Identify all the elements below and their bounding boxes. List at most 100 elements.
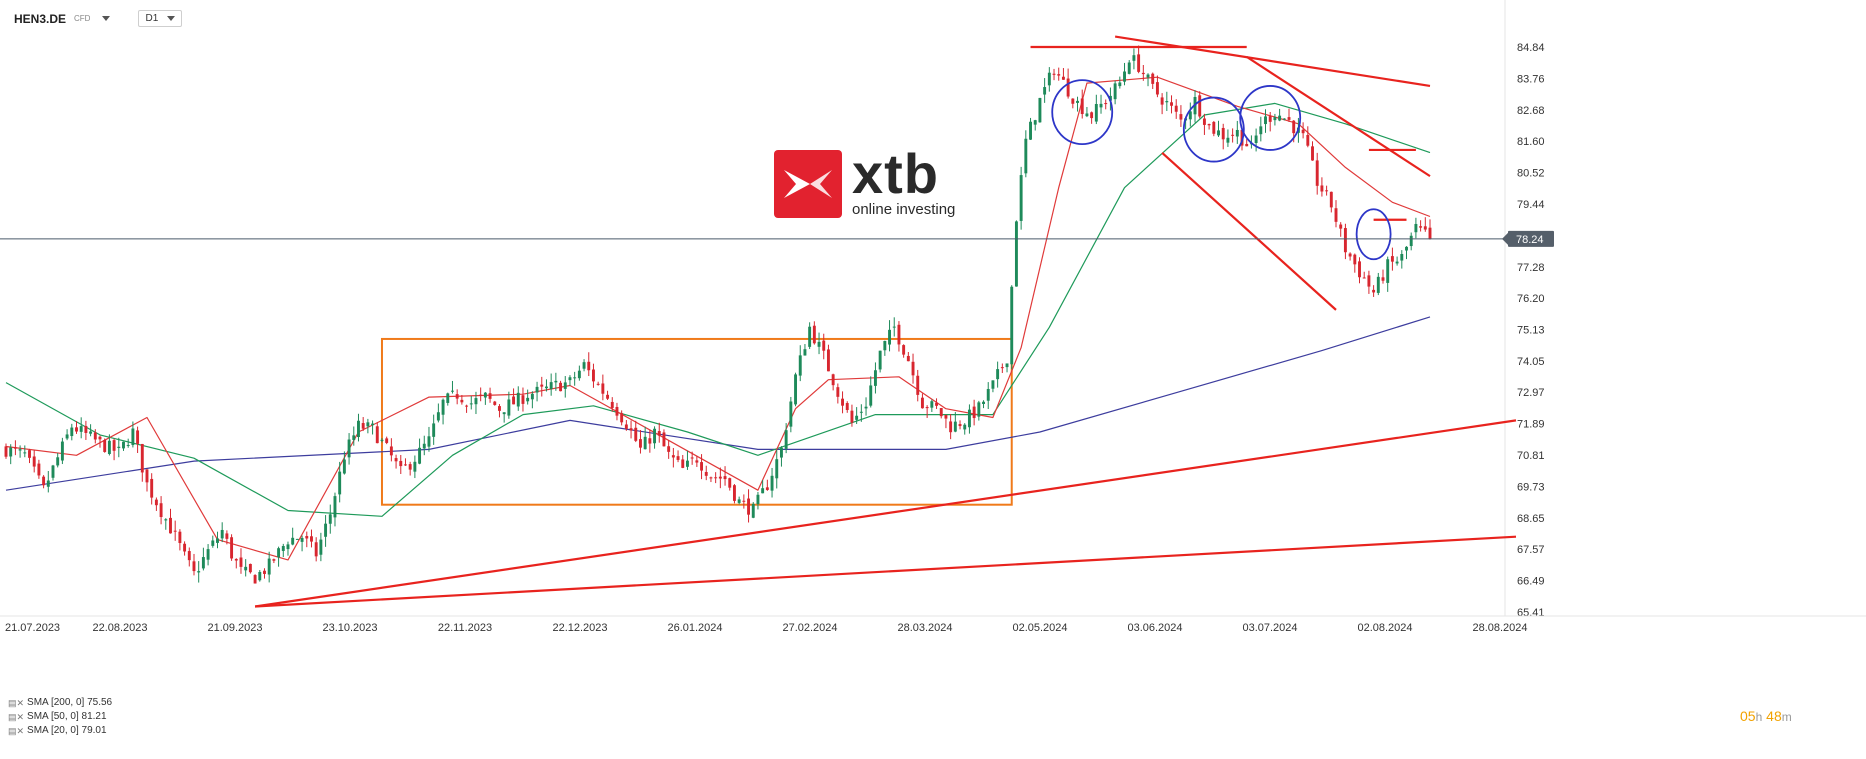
candle-body [512, 396, 516, 405]
candle-body [1118, 82, 1122, 87]
candle-body [117, 446, 121, 448]
candle-body [1217, 130, 1220, 136]
candle-body [159, 503, 163, 518]
candle-body [1409, 235, 1413, 247]
candle-body [559, 382, 563, 392]
candle-body [507, 399, 511, 416]
legend-item-sma20[interactable]: ▤✕ SMA [20, 0] 79.01 [8, 724, 112, 738]
candle-body [953, 421, 957, 432]
y-tick-label: 84.84 [1517, 42, 1545, 54]
candle-body [1405, 246, 1408, 251]
candle-body [897, 324, 901, 345]
candle-body [422, 443, 426, 449]
candle-body [902, 345, 906, 355]
candle-body [23, 452, 27, 454]
candle-body [267, 558, 271, 575]
candle-body [342, 459, 346, 474]
indicator-settings-icon[interactable]: ▤✕ [8, 712, 25, 722]
candle-body [601, 383, 605, 394]
candle-body [281, 546, 285, 551]
candle-body [93, 432, 97, 440]
candle-body [798, 355, 802, 376]
legend-item-sma200[interactable]: ▤✕ SMA [200, 0] 75.56 [8, 696, 112, 710]
candle-body [1090, 112, 1094, 119]
candle-body [1395, 261, 1399, 264]
x-tick-label: 21.07.2023 [5, 622, 60, 634]
candle-body [1029, 121, 1032, 140]
candle-body [883, 340, 887, 351]
candle-body [535, 386, 539, 393]
candle-body [469, 403, 473, 405]
support-trendline [255, 535, 1517, 608]
candle-body [850, 410, 854, 423]
candle-body [479, 394, 483, 396]
candle-body [112, 440, 116, 451]
candle-body [822, 340, 826, 351]
candle-body [1000, 367, 1004, 369]
candle-body [1179, 114, 1183, 120]
candle-body [37, 463, 41, 476]
candle-body [690, 457, 694, 459]
candle-body [1292, 120, 1296, 134]
indicator-settings-icon[interactable]: ▤✕ [8, 726, 25, 736]
candle-body [9, 447, 13, 457]
candle-body [230, 537, 234, 559]
candle-body [845, 403, 849, 410]
x-tick-label: 22.08.2023 [92, 622, 147, 634]
legend-item-sma50[interactable]: ▤✕ SMA [50, 0] 81.21 [8, 710, 112, 724]
current-price-label: 78.24 [1516, 234, 1544, 246]
candle-body [436, 412, 440, 421]
candle-body [577, 370, 581, 379]
y-tick-label: 76.20 [1517, 293, 1545, 305]
candle-body [1094, 103, 1098, 122]
candle-body [676, 456, 680, 460]
candle-body [629, 428, 633, 431]
candle-body [187, 551, 191, 561]
candle-body [4, 446, 8, 457]
candle-body [178, 531, 182, 544]
candle-body [939, 408, 943, 417]
candle-body [653, 428, 657, 444]
candle-body [920, 397, 924, 409]
candle-body [869, 385, 873, 406]
timeframe-select[interactable]: D1 [138, 10, 183, 27]
candle-body [1381, 277, 1385, 281]
candle-body [1226, 137, 1230, 143]
legend-label: SMA [50, 0] 81.21 [27, 711, 107, 722]
candle-body [295, 538, 299, 540]
candle-body [455, 394, 459, 399]
candle-body [1141, 72, 1145, 75]
candle-body [1099, 103, 1103, 108]
candle-body [502, 412, 506, 415]
candle-body [540, 384, 544, 387]
y-tick-label: 72.97 [1517, 387, 1545, 399]
x-tick-label: 28.03.2024 [897, 622, 952, 634]
circle-annotation [1051, 79, 1114, 146]
candle-body [873, 370, 877, 386]
candle-body [1259, 126, 1263, 135]
candle-body [1278, 115, 1282, 121]
candle-body [1155, 82, 1159, 95]
candle-body [18, 449, 22, 451]
candle-body [173, 530, 177, 532]
candle-body [1264, 116, 1267, 125]
candle-body [103, 440, 107, 452]
indicator-settings-icon[interactable]: ▤✕ [8, 698, 25, 708]
candle-body [169, 517, 172, 534]
circle-annotation [1182, 96, 1245, 163]
x-tick-label: 03.06.2024 [1127, 622, 1182, 634]
timer-minutes-unit: m [1781, 710, 1792, 724]
candle-body [357, 420, 360, 438]
candle-body [404, 464, 407, 466]
candle-body [75, 427, 78, 432]
candle-body [1273, 117, 1277, 121]
candle-body [1137, 54, 1141, 72]
x-tick-label: 02.08.2024 [1357, 622, 1412, 634]
candle-countdown: 05h 48m [1740, 708, 1792, 724]
legend-label: SMA [200, 0] 75.56 [27, 697, 113, 708]
symbol-dropdown-icon[interactable] [102, 16, 111, 21]
candle-body [310, 536, 313, 542]
candle-body [1311, 146, 1314, 161]
candle-body [596, 383, 600, 385]
